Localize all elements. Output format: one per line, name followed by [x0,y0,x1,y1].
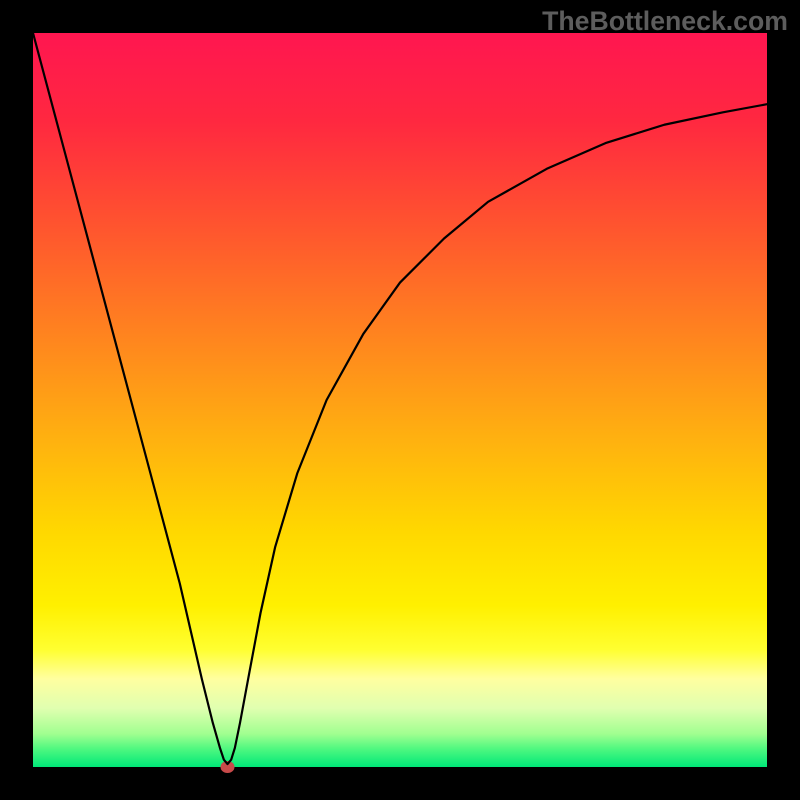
watermark-text: TheBottleneck.com [542,6,788,37]
bottleneck-chart [0,0,800,800]
chart-stage: TheBottleneck.com [0,0,800,800]
chart-background [33,33,767,767]
